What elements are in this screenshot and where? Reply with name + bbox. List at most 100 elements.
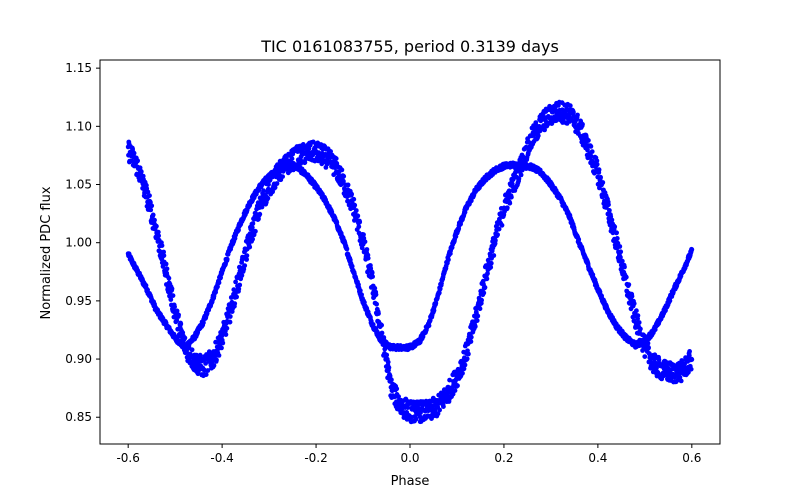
data-point <box>598 174 603 180</box>
data-point <box>488 264 494 270</box>
data-point <box>523 161 529 167</box>
data-point <box>169 286 175 292</box>
y-tick-label: 1.10 <box>65 119 92 133</box>
data-point <box>349 191 354 197</box>
data-point <box>280 174 285 180</box>
data-point <box>477 306 483 312</box>
data-point <box>455 383 460 389</box>
data-point <box>645 340 651 346</box>
data-point <box>253 228 258 234</box>
data-point <box>474 318 480 323</box>
data-point <box>571 109 576 115</box>
data-point <box>450 391 456 397</box>
data-point <box>405 405 411 410</box>
data-point <box>466 351 471 357</box>
data-point <box>259 204 265 210</box>
data-point <box>357 288 363 293</box>
data-point <box>289 156 295 162</box>
data-point <box>302 160 308 165</box>
data-point <box>237 282 243 288</box>
data-point <box>355 213 361 219</box>
data-point <box>687 349 692 354</box>
x-tick-label: 0.0 <box>400 451 419 465</box>
data-point <box>148 207 154 213</box>
data-point <box>617 244 623 249</box>
data-point <box>468 339 474 344</box>
data-point <box>211 363 217 368</box>
data-point <box>131 150 137 156</box>
data-point <box>679 358 685 363</box>
data-point <box>447 377 452 383</box>
data-point <box>164 266 170 272</box>
data-point <box>172 304 178 310</box>
data-point <box>189 347 195 353</box>
data-point <box>178 321 184 327</box>
data-point <box>499 222 505 228</box>
data-point <box>174 317 180 323</box>
data-point <box>152 217 157 223</box>
data-point <box>614 230 619 236</box>
data-point <box>379 330 385 336</box>
data-point <box>356 224 362 230</box>
data-point <box>154 223 159 229</box>
y-tick-label: 0.95 <box>65 294 92 308</box>
x-tick-label: 0.6 <box>682 451 701 465</box>
data-point <box>220 340 226 346</box>
y-axis: 0.85 0.90 0.95 1.00 1.05 1.10 1.15 <box>65 61 100 424</box>
data-point <box>216 353 222 358</box>
x-tick-label: 0.2 <box>494 451 513 465</box>
data-point <box>203 372 209 377</box>
data-point <box>614 236 620 241</box>
data-point <box>275 162 280 168</box>
plot-frame <box>99 59 721 445</box>
data-point <box>600 180 606 185</box>
data-point <box>689 357 695 362</box>
data-point <box>396 394 401 399</box>
data-point <box>535 133 541 139</box>
data-point <box>384 352 390 358</box>
data-point <box>161 253 167 258</box>
data-point <box>418 410 423 416</box>
data-point <box>468 334 474 340</box>
data-point <box>464 356 470 362</box>
data-point <box>642 354 648 359</box>
y-tick-label: 0.90 <box>65 352 92 366</box>
data-point <box>166 275 172 281</box>
x-tick-label: -0.6 <box>116 451 139 465</box>
data-point <box>219 345 224 351</box>
data-point <box>385 359 391 365</box>
y-tick-label: 1.05 <box>65 178 92 192</box>
data-point <box>462 362 468 368</box>
data-point <box>349 263 355 269</box>
y-tick-label: 1.00 <box>65 236 92 250</box>
data-point <box>484 276 490 282</box>
data-point <box>441 387 447 393</box>
data-point <box>223 332 229 337</box>
data-point <box>381 337 387 343</box>
data-point <box>176 312 182 318</box>
data-point <box>585 147 590 153</box>
data-point <box>138 169 144 175</box>
data-point <box>341 173 347 179</box>
data-point <box>431 308 437 313</box>
data-point <box>247 244 253 250</box>
data-point <box>607 208 612 213</box>
data-point <box>485 271 490 276</box>
data-point <box>594 162 600 167</box>
data-point <box>622 264 627 270</box>
data-point <box>257 211 263 217</box>
data-point <box>609 217 615 223</box>
data-point <box>159 243 165 249</box>
data-point <box>357 219 363 225</box>
data-point <box>394 386 400 392</box>
data-point <box>233 279 239 285</box>
x-axis: -0.6 -0.4 -0.2 0.0 0.2 0.4 0.6 <box>116 444 701 465</box>
data-point <box>145 189 151 195</box>
data-point <box>596 167 602 173</box>
data-point <box>370 322 376 327</box>
data-point <box>224 325 230 331</box>
data-point <box>475 313 481 319</box>
data-point <box>232 301 238 306</box>
data-point <box>642 335 648 341</box>
